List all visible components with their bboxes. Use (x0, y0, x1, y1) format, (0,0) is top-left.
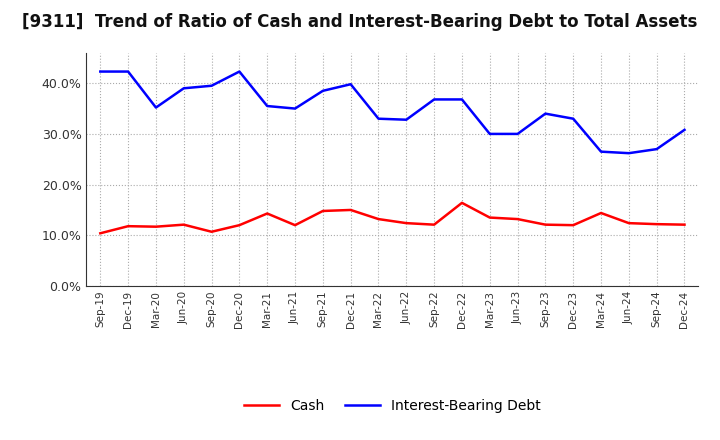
Interest-Bearing Debt (485, 131, 494, 136)
Text: [9311]  Trend of Ratio of Cash and Interest-Bearing Debt to Total Assets: [9311] Trend of Ratio of Cash and Intere… (22, 13, 698, 31)
Cash (652, 221, 661, 227)
Interest-Bearing Debt (263, 103, 271, 109)
Cash (541, 222, 550, 227)
Cash (152, 224, 161, 229)
Cash (569, 223, 577, 228)
Interest-Bearing Debt (430, 97, 438, 102)
Cash (346, 207, 355, 213)
Cash (402, 220, 410, 226)
Interest-Bearing Debt (374, 116, 383, 121)
Cash (485, 215, 494, 220)
Interest-Bearing Debt (569, 116, 577, 121)
Cash (458, 200, 467, 205)
Cash (263, 211, 271, 216)
Cash (374, 216, 383, 222)
Line: Cash: Cash (100, 203, 685, 233)
Cash (318, 208, 327, 213)
Line: Interest-Bearing Debt: Interest-Bearing Debt (100, 72, 685, 153)
Interest-Bearing Debt (235, 69, 243, 74)
Interest-Bearing Debt (458, 97, 467, 102)
Cash (513, 216, 522, 222)
Cash (597, 210, 606, 216)
Cash (179, 222, 188, 227)
Interest-Bearing Debt (513, 131, 522, 136)
Interest-Bearing Debt (179, 86, 188, 91)
Cash (430, 222, 438, 227)
Interest-Bearing Debt (124, 69, 132, 74)
Interest-Bearing Debt (96, 69, 104, 74)
Interest-Bearing Debt (402, 117, 410, 122)
Interest-Bearing Debt (152, 105, 161, 110)
Interest-Bearing Debt (680, 127, 689, 132)
Interest-Bearing Debt (346, 81, 355, 87)
Cash (680, 222, 689, 227)
Interest-Bearing Debt (291, 106, 300, 111)
Cash (124, 224, 132, 229)
Interest-Bearing Debt (541, 111, 550, 116)
Cash (291, 223, 300, 228)
Legend: Cash, Interest-Bearing Debt: Cash, Interest-Bearing Debt (238, 394, 546, 419)
Cash (207, 229, 216, 235)
Cash (235, 223, 243, 228)
Interest-Bearing Debt (207, 83, 216, 88)
Interest-Bearing Debt (318, 88, 327, 93)
Cash (96, 231, 104, 236)
Interest-Bearing Debt (652, 147, 661, 152)
Interest-Bearing Debt (624, 150, 633, 156)
Cash (624, 220, 633, 226)
Interest-Bearing Debt (597, 149, 606, 154)
